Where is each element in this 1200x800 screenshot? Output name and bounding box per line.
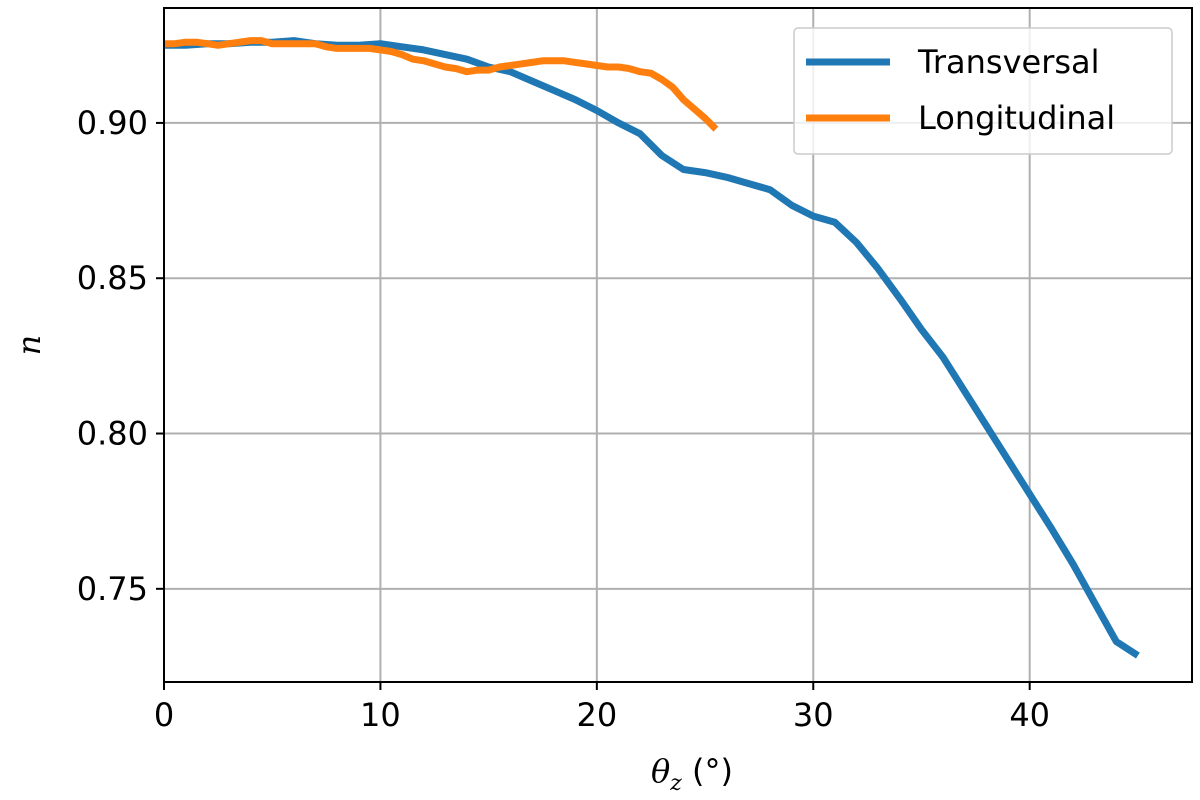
- legend-label-transversal: Transversal: [917, 43, 1100, 81]
- x-axis-ticks: 0 10 20 30 40: [154, 682, 1050, 734]
- y-tick-label: 0.80: [77, 415, 148, 453]
- x-tick-label: 0: [154, 696, 174, 734]
- y-axis-label: n: [10, 335, 48, 356]
- series-lines: [164, 37, 1140, 659]
- y-tick-label: 0.75: [77, 570, 148, 608]
- plot-frame: [163, 7, 1193, 683]
- legend: Transversal Longitudinal: [793, 27, 1173, 155]
- y-axis-ticks: 0.75 0.80 0.85 0.90: [77, 104, 164, 608]
- legend-label-longitudinal: Longitudinal: [918, 99, 1115, 137]
- x-tick-label: 20: [576, 696, 617, 734]
- x-tick-label: 30: [793, 696, 834, 734]
- x-axis-label-main: θ: [651, 752, 670, 790]
- x-tick-label: 10: [360, 696, 401, 734]
- y-tick-label: 0.90: [77, 104, 148, 142]
- x-axis-label-unit: (°): [682, 752, 733, 790]
- x-axis-label: θz (°): [651, 752, 733, 796]
- x-tick-label: 40: [1009, 696, 1050, 734]
- series-line-longitudinal: [164, 37, 719, 132]
- x-axis-label-subscript: z: [669, 771, 682, 796]
- y-tick-label: 0.85: [77, 259, 148, 297]
